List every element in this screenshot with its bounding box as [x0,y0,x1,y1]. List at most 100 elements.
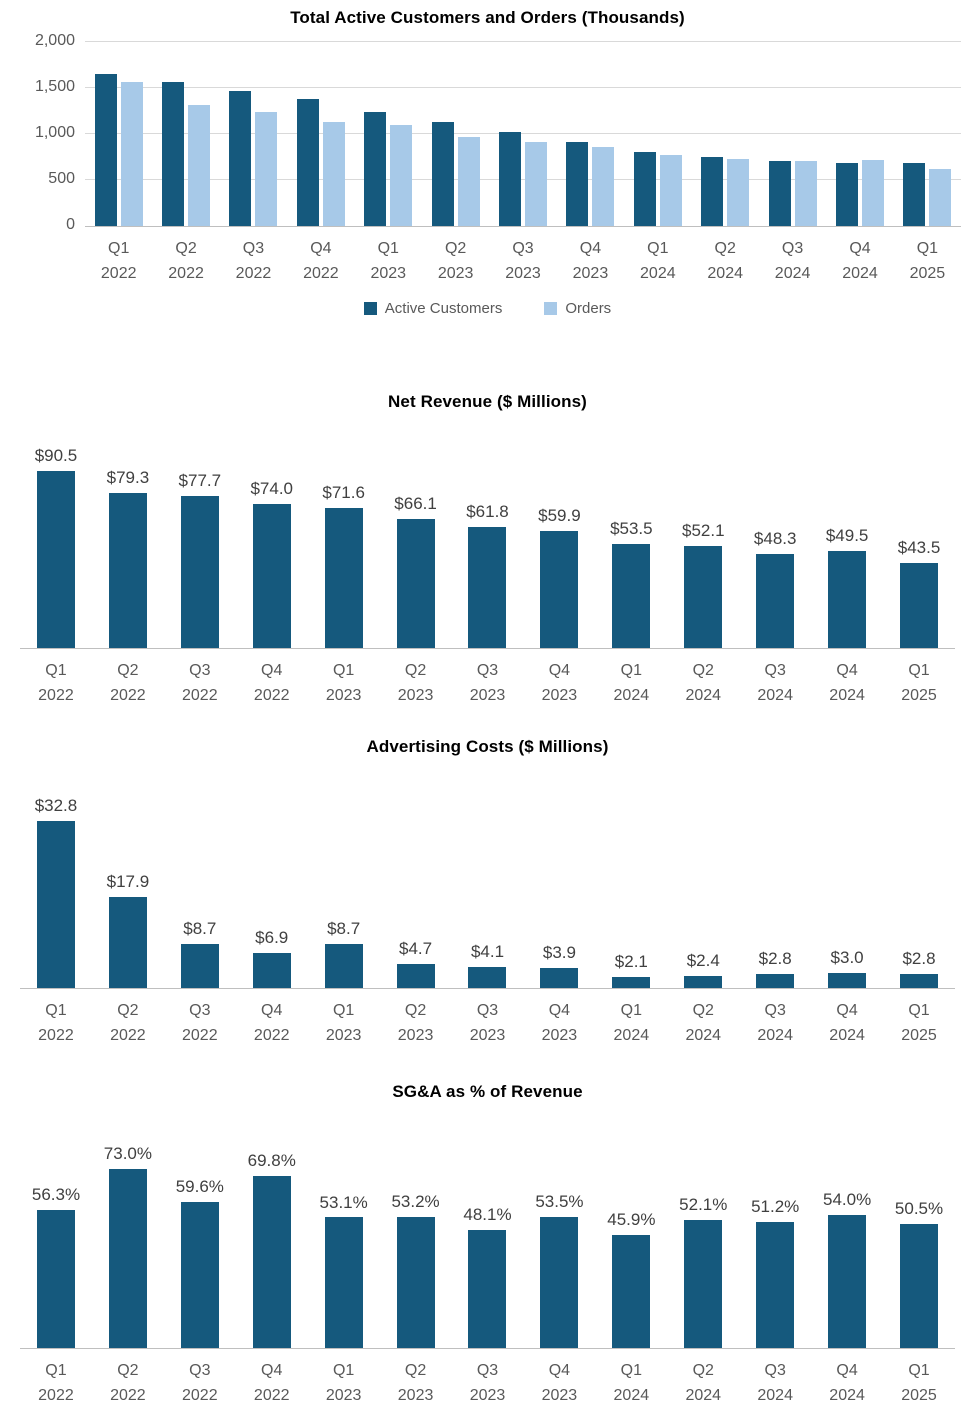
x-axis-label: Q2 2023 [380,662,452,705]
x-axis-label-quarter: Q1 [620,1002,642,1019]
bar [36,471,75,648]
category-slot: 73.0% [92,1144,164,1348]
y-axis-tick-label: 1,000 [34,124,75,141]
data-label: $66.1 [394,494,437,514]
data-label: 50.5% [894,1198,944,1218]
x-axis-label-year: 2022 [253,687,290,704]
data-label: 59.6% [175,1176,224,1196]
bar [36,821,75,988]
category-slot: $49.5 [811,449,883,648]
x-axis-label-quarter: Q4 [836,1362,858,1379]
x-axis-label-quarter: Q2 [117,1362,139,1379]
chart-title: Net Revenue ($ Millions) [388,392,587,411]
category-slot: 45.9% [595,1144,667,1348]
x-axis-label-year: 2024 [685,1387,722,1404]
chart-customers-orders: Total Active Customers and Orders (Thous… [0,8,975,360]
data-label: $79.3 [106,468,150,488]
x-axis-label-quarter: Q3 [242,240,265,257]
category-slot [85,42,152,226]
bar [396,964,435,988]
x-axis-label: Q1 2024 [595,1002,667,1045]
x-axis-label: Q3 2023 [489,240,556,283]
data-label: $32.8 [34,795,78,815]
x-axis-label-year: 2024 [757,1387,793,1404]
bar [900,974,939,988]
category-slot [355,42,422,226]
bar [684,546,723,648]
x-axis-label-year: 2023 [437,265,474,282]
x-axis-label-quarter: Q3 [764,1002,786,1019]
x-axis-label-quarter: Q2 [404,662,427,679]
category-slot: $74.0 [236,449,308,648]
data-label: $77.7 [178,471,222,491]
bar [252,1176,291,1348]
category-slot: $2.4 [667,797,739,988]
x-axis-label-year: 2024 [757,1027,793,1044]
x-axis-label: Q1 2025 [883,1002,955,1045]
x-axis-label-quarter: Q1 [377,240,399,257]
category-slot: 50.5% [883,1144,955,1348]
x-axis-label-quarter: Q1 [332,1362,355,1379]
plot-area: $90.5 $79.3 $77.7 $74.0 $71.6 $66.1 $61.8 $59.9… [20,446,955,649]
x-axis-label-quarter: Q1 [45,662,67,679]
bar [94,74,117,226]
bar [929,169,952,226]
x-axis-label-year: 2022 [110,1027,146,1044]
category-slot: $17.9 [92,797,164,988]
x-axis-label-year: 2024 [685,1027,722,1044]
category-slot: 48.1% [452,1144,524,1348]
x-axis-label-quarter: Q2 [692,662,714,679]
x-axis-label: Q1 2023 [308,1362,380,1405]
bar [364,112,387,226]
x-axis-label-year: 2024 [757,687,793,704]
x-axis-label: Q3 2022 [220,240,287,283]
x-axis-label: Q4 2024 [811,1002,883,1045]
x-axis-label-year: 2022 [182,687,218,704]
data-label: 48.1% [463,1204,512,1224]
data-label: 51.2% [751,1197,800,1217]
bar [659,155,682,226]
x-axis-label-quarter: Q1 [332,662,355,679]
x-axis-label-quarter: Q3 [512,240,534,257]
x-axis-label-year: 2025 [909,265,946,282]
data-label: 53.5% [535,1191,584,1211]
category-slot [759,42,826,226]
y-axis-tick-label: 0 [66,216,75,233]
x-axis-label-quarter: Q3 [189,662,211,679]
bar [468,1230,507,1348]
x-axis-label-quarter: Q2 [404,1002,427,1019]
x-axis-label-quarter: Q4 [261,1362,283,1379]
data-label: 53.1% [319,1192,368,1212]
bar [180,496,219,648]
category-slot [557,42,624,226]
category-slot: $79.3 [92,449,164,648]
x-axis-label: Q2 2022 [92,1002,164,1045]
category-slot: $53.5 [595,449,667,648]
bar [390,125,413,226]
data-label: $2.1 [614,952,648,972]
bar [612,977,651,988]
x-axis-label-quarter: Q2 [404,1362,427,1379]
bar [396,1217,435,1348]
data-label: 56.3% [31,1184,81,1204]
legend-swatch-orders [544,302,558,315]
data-label: $53.5 [610,518,653,538]
category-slot: $3.0 [811,797,883,988]
x-axis-label-year: 2024 [707,265,743,282]
category-slot: $61.8 [452,449,524,648]
bar [540,1217,579,1348]
x-axis-label: Q4 2024 [826,240,893,283]
bars: $32.8 $17.9 $8.7 $6.9 $8.7 $4.7 $4.1 $3.9 $2.1 $2… [20,795,955,988]
category-slot: $48.3 [739,449,811,648]
bar [468,527,507,648]
x-axis-label: Q4 2023 [557,240,624,283]
x-axis-label: Q4 2023 [523,662,595,705]
bar [324,508,363,648]
x-axis-labels: Q1 2022 Q2 2022 Q3 2022 Q4 2022 Q1 2023 Q2 2023 Q3 20… [20,662,955,705]
category-slot [692,42,759,226]
bar [188,105,211,226]
x-axis-label-quarter: Q3 [476,1002,499,1019]
bar [903,163,926,226]
x-axis-label: Q1 2024 [595,1362,667,1405]
category-slot [826,42,893,226]
